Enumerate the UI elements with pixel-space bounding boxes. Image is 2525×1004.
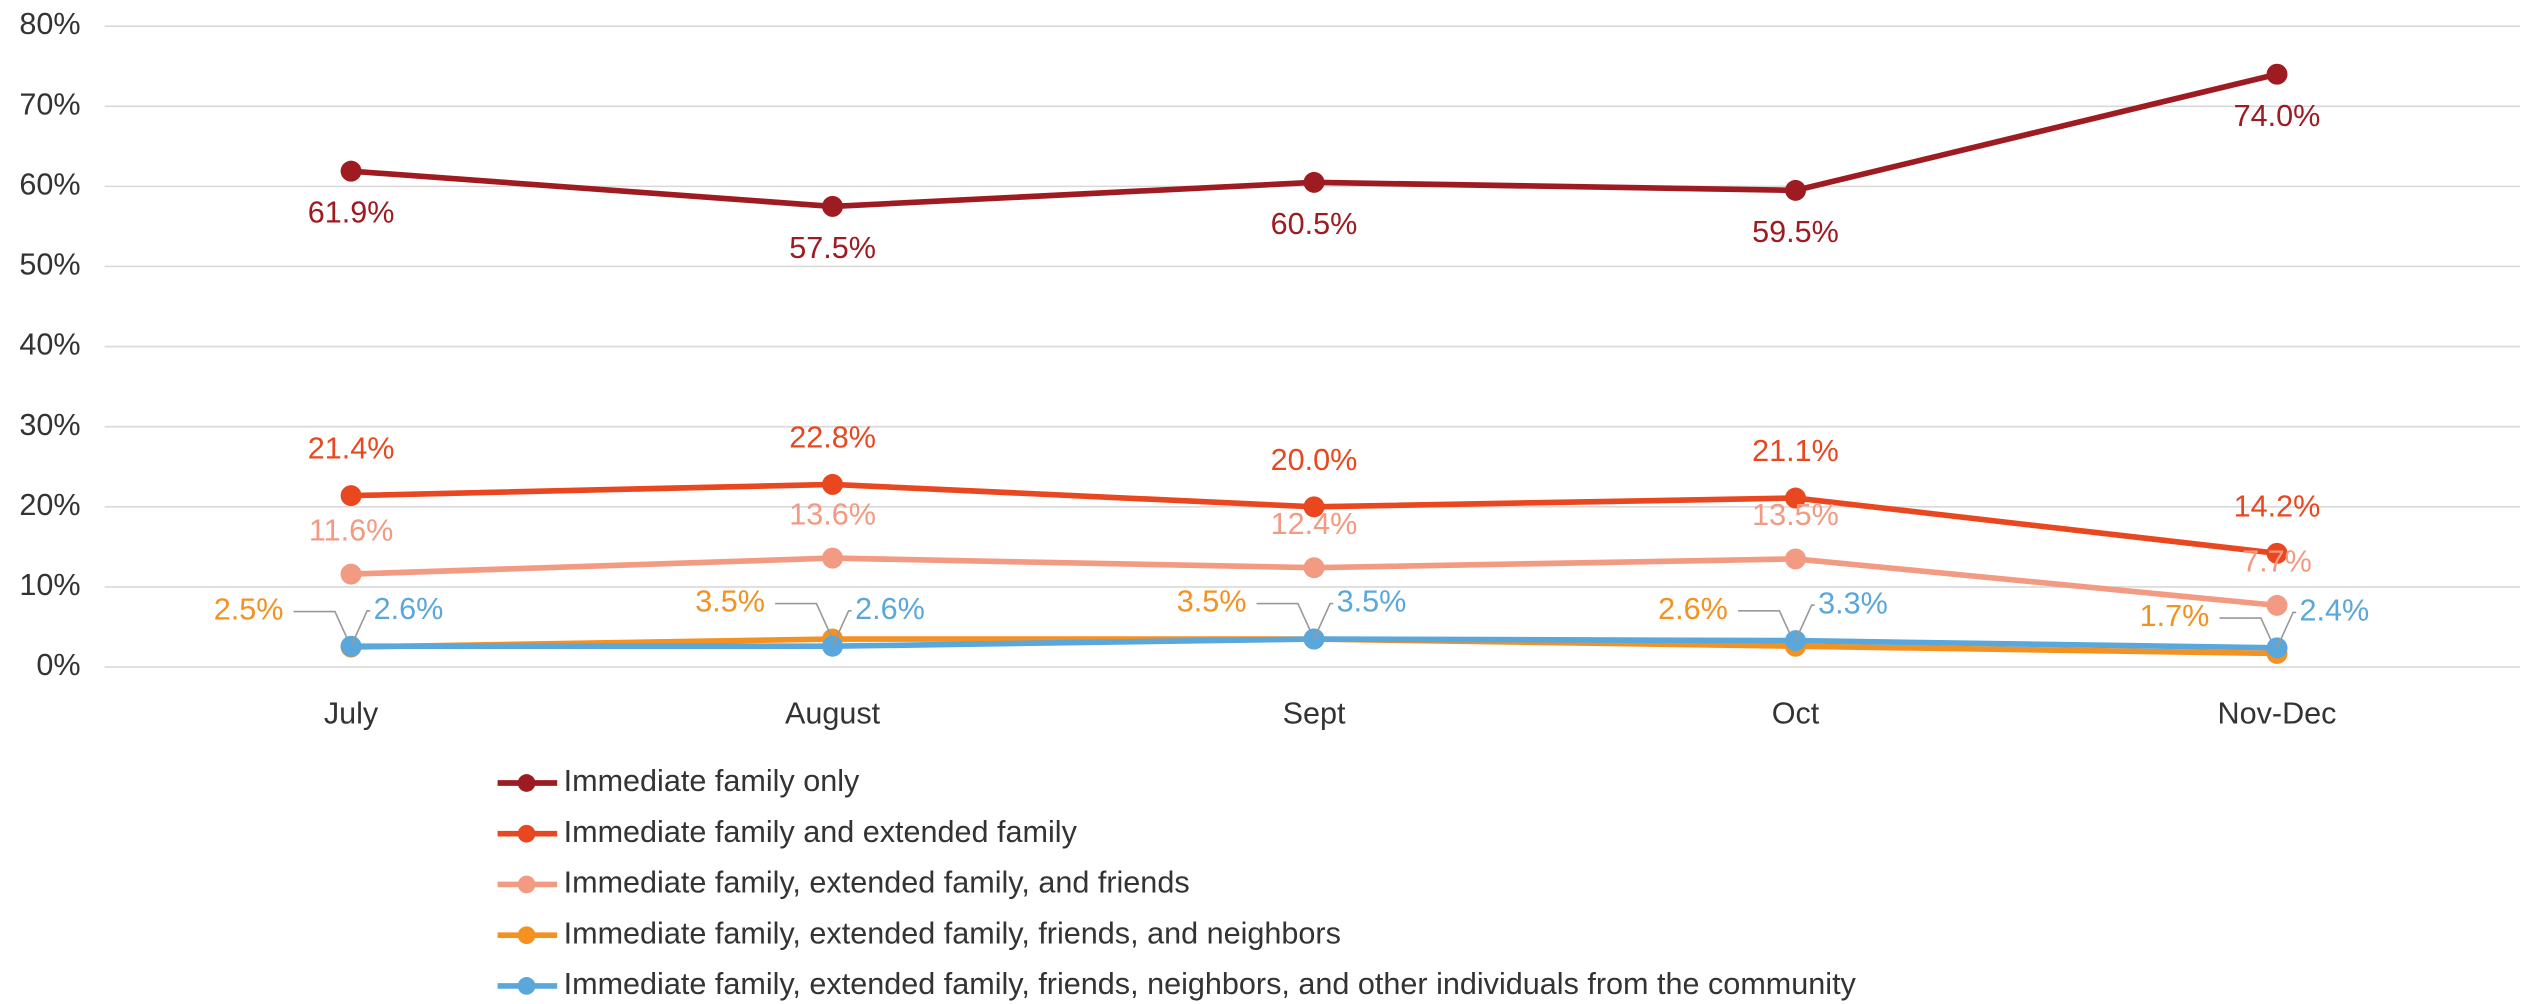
data-point	[1303, 496, 1325, 518]
data-label: 1.7%	[2140, 599, 2210, 633]
data-label: 3.5%	[1177, 585, 1247, 619]
data-label: 2.6%	[374, 592, 444, 626]
y-tick-label: 40%	[19, 328, 80, 362]
data-point	[822, 473, 844, 495]
legend-marker	[517, 774, 536, 792]
data-point	[822, 195, 844, 217]
data-label: 11.6%	[309, 513, 393, 547]
data-label: 3.5%	[1337, 585, 1407, 619]
data-point	[2266, 63, 2288, 85]
data-label: 2.5%	[214, 593, 284, 627]
x-tick-label: Oct	[1772, 696, 1820, 730]
legend-label: Immediate family, extended family, and f…	[564, 866, 1190, 900]
data-label: 21.1%	[1752, 434, 1839, 468]
data-label: 3.3%	[1818, 586, 1888, 620]
x-tick-label: August	[785, 696, 881, 730]
data-label: 7.7%	[2242, 545, 2312, 579]
x-tick-label: Sept	[1283, 696, 1346, 730]
x-tick-label: Nov-Dec	[2218, 696, 2337, 730]
data-label: 20.0%	[1271, 443, 1358, 477]
data-label: 2.6%	[1658, 592, 1728, 626]
data-point	[1785, 179, 1806, 201]
data-point	[1785, 548, 1806, 570]
data-point	[2266, 637, 2288, 659]
data-label: 14.2%	[2234, 489, 2321, 523]
leader-line	[1313, 602, 1334, 640]
data-label: 13.6%	[789, 497, 876, 531]
legend-marker	[517, 977, 536, 995]
data-point	[340, 485, 362, 507]
y-tick-label: 70%	[19, 87, 80, 121]
data-point	[1303, 171, 1325, 193]
data-label: 12.4%	[1271, 507, 1358, 541]
data-point	[1785, 487, 1806, 509]
y-tick-label: 0%	[36, 648, 80, 682]
data-label: 13.5%	[1752, 498, 1839, 532]
leader-line	[1256, 602, 1315, 640]
y-tick-label: 50%	[19, 248, 80, 282]
leader-line	[1794, 604, 1815, 641]
leader-line	[831, 609, 852, 647]
data-label: 21.4%	[308, 432, 395, 466]
legend-label: Immediate family only	[564, 764, 860, 798]
data-label: 61.9%	[308, 196, 395, 230]
data-label: 74.0%	[2234, 99, 2321, 133]
y-tick-label: 30%	[19, 408, 80, 442]
data-label: 59.5%	[1752, 215, 1839, 249]
legend-marker	[517, 875, 536, 894]
leader-line	[293, 610, 352, 648]
x-tick-label: July	[324, 696, 379, 730]
legend-label: Immediate family, extended family, frien…	[564, 916, 1341, 950]
data-label: 2.6%	[855, 592, 925, 626]
data-point	[822, 547, 844, 569]
y-tick-label: 60%	[19, 167, 80, 201]
legend-marker	[517, 926, 536, 945]
data-point	[2266, 542, 2288, 564]
data-point	[1303, 557, 1325, 579]
data-point	[340, 563, 362, 585]
data-label: 57.5%	[789, 231, 876, 265]
legend-label: Immediate family, extended family, frien…	[564, 967, 1857, 1001]
data-label: 60.5%	[1271, 207, 1358, 241]
legend-label: Immediate family and extended family	[564, 815, 1078, 849]
leader-line	[350, 609, 371, 647]
leader-line	[775, 602, 834, 640]
data-label: 3.5%	[695, 585, 765, 619]
legend-marker	[517, 824, 536, 843]
y-tick-label: 20%	[19, 488, 80, 522]
data-point	[2266, 594, 2288, 616]
data-label: 22.8%	[789, 420, 876, 454]
data-label: 2.4%	[2300, 593, 2370, 627]
leader-line	[2276, 611, 2297, 649]
y-tick-label: 80%	[19, 7, 80, 41]
y-tick-label: 10%	[19, 568, 80, 602]
data-point	[340, 160, 362, 182]
